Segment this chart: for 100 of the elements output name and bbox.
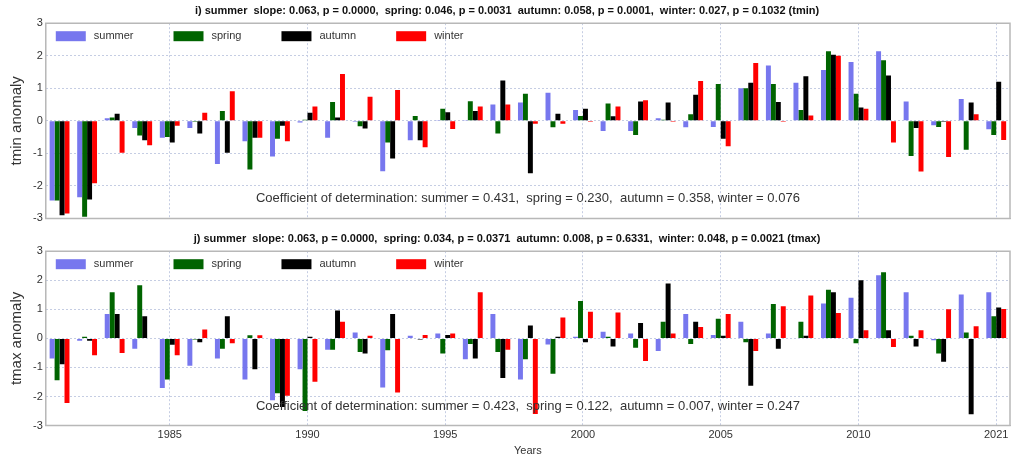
bar: [941, 338, 947, 362]
bar: [202, 329, 208, 338]
bar: [665, 102, 671, 121]
bar: [274, 338, 280, 394]
bar: [522, 93, 528, 121]
bar: [578, 115, 583, 121]
bar: [467, 101, 473, 121]
bar: [643, 100, 649, 121]
bar: [587, 311, 593, 338]
bar: [395, 89, 401, 121]
bar: [472, 338, 478, 359]
bar: [578, 300, 583, 338]
bar: [242, 338, 248, 380]
bar: [550, 338, 556, 374]
bar: [87, 121, 93, 200]
legend-label: spring: [211, 29, 242, 42]
y-axis-title: tmin anomaly: [7, 75, 25, 166]
bar: [445, 112, 451, 121]
bar: [1001, 121, 1007, 140]
bar: [803, 76, 809, 121]
bar: [297, 338, 303, 370]
y-tick-label: -3: [33, 211, 43, 224]
bar: [638, 323, 644, 338]
bar: [367, 96, 373, 121]
bar: [633, 121, 639, 136]
bar: [352, 332, 358, 338]
bar: [417, 121, 423, 141]
bar: [908, 121, 914, 156]
bar: [743, 88, 749, 121]
legend-label: winter: [433, 29, 464, 42]
bar: [340, 321, 345, 338]
bar: [132, 121, 138, 128]
bar: [633, 338, 639, 348]
bar: [477, 292, 483, 338]
bar: [357, 338, 363, 353]
x-axis-title: Years: [514, 444, 543, 457]
bar: [655, 338, 661, 351]
bar: [825, 51, 831, 121]
bar: [340, 73, 345, 121]
bar: [527, 121, 533, 174]
bar: [132, 338, 138, 349]
bar: [890, 338, 896, 348]
bar: [164, 121, 170, 138]
bar: [505, 338, 511, 350]
bar: [252, 338, 258, 370]
bar: [174, 121, 180, 126]
bar: [798, 321, 804, 338]
bar: [835, 55, 841, 121]
bar: [770, 304, 776, 338]
bar: [986, 292, 992, 338]
bar: [92, 121, 98, 184]
bar: [660, 321, 666, 338]
bar: [109, 292, 115, 338]
bar: [517, 102, 523, 121]
bar: [848, 61, 854, 121]
bar: [500, 338, 506, 378]
bar: [214, 121, 220, 165]
bar: [385, 338, 391, 351]
bar: [500, 80, 506, 121]
bar: [615, 106, 621, 121]
chart-title: i) summer slope: 0.063, p = 0.0000, spring: 0.046, p = 0.0031 autumn: 0.058, p = 0.0001, winter: 0.027, p = 0.1032 (tmin): [194, 3, 820, 16]
bar: [390, 121, 396, 159]
annotation: Coefficient of determination: summer = 0.431, spring = 0.230, autumn = 0.358, winter = 0.076: [255, 190, 800, 206]
bar: [119, 338, 125, 353]
bar: [890, 121, 896, 143]
y-tick-label: -1: [33, 360, 43, 373]
bar: [270, 338, 275, 401]
bar: [858, 107, 864, 121]
bar: [710, 121, 716, 127]
bar: [963, 121, 969, 150]
x-tick-label: 1995: [433, 428, 458, 441]
bar: [946, 121, 952, 157]
bar: [330, 338, 336, 350]
legend-label: spring: [211, 257, 242, 270]
bar: [495, 121, 501, 134]
bar: [450, 333, 456, 338]
bar: [638, 101, 644, 121]
legend-label: autumn: [319, 257, 357, 270]
bar: [532, 121, 538, 124]
bar: [913, 338, 919, 347]
bar: [284, 121, 290, 142]
bar: [367, 335, 373, 338]
bar: [142, 121, 148, 141]
bar: [775, 101, 781, 121]
bar: [104, 313, 110, 338]
bar: [330, 101, 336, 121]
bar: [600, 121, 606, 131]
bar: [252, 121, 258, 138]
bar: [224, 121, 230, 153]
bar: [798, 110, 804, 121]
bar: [693, 94, 699, 121]
bar: [738, 88, 744, 121]
bar: [270, 121, 275, 157]
bar: [380, 121, 386, 172]
bar: [765, 65, 771, 121]
y-tick-label: 0: [36, 331, 43, 344]
bar: [224, 316, 230, 338]
bar: [996, 81, 1002, 121]
bar: [412, 115, 418, 121]
bar: [247, 121, 253, 170]
